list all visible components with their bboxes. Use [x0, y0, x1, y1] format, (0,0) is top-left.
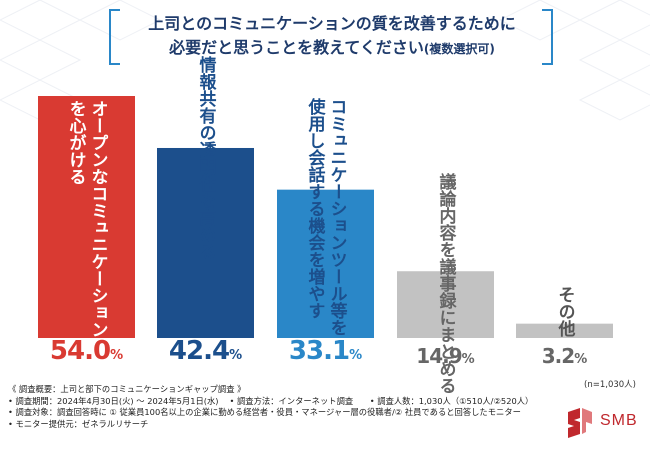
- title-bracket-right: [542, 9, 553, 65]
- value-unit-3: %: [349, 348, 363, 363]
- bar-2: [157, 147, 254, 338]
- chart-title: 上司とのコミュニケーションの質を改善するために 必要だと思うことを教えてください…: [112, 6, 552, 66]
- bar-label-3-col-1: コミュニケーションツール等を: [326, 97, 347, 336]
- value-label-4: 14.9%: [416, 344, 474, 368]
- bar-label-3: コミュニケーションツール等を 使用し会話する機会を増やす: [304, 98, 348, 336]
- bar-4: [397, 271, 494, 338]
- bar-label-4: 議論内容を議事録にまとめる: [435, 173, 457, 394]
- bar-5: [516, 323, 613, 338]
- survey-footer: 《 調査概要：上司と部下のコミュニケーションギャップ調査 》 • 調査期間：20…: [8, 384, 533, 431]
- bar-label-3-col-2: 使用し会話する機会を増やす: [304, 97, 325, 319]
- bar-label-4-col-1: 議論内容を議事録にまとめる: [435, 173, 456, 395]
- value-number-4: 14.9: [416, 344, 462, 368]
- value-number-2: 42.4: [168, 336, 230, 366]
- title-bracket-left: [109, 9, 120, 65]
- value-number-5: 3.2: [541, 344, 575, 368]
- logo-text: SMB: [600, 412, 638, 429]
- value-unit-1: %: [110, 348, 124, 363]
- value-unit-2: %: [229, 348, 243, 363]
- value-unit-4: %: [461, 352, 475, 367]
- bar-label-2: 情報共有の透明性を高める: [195, 56, 217, 260]
- value-label-2: 42.4%: [169, 336, 242, 366]
- bar-label-5: その他: [554, 286, 576, 337]
- value-number-1: 54.0: [49, 336, 111, 366]
- footer-line-3: • 調査対象：調査回答時に ① 従業員100名以上の企業に勤める経営者・役員・マ…: [8, 407, 521, 418]
- bar-label-2-col-1: 情報共有の透明性を高める: [195, 55, 216, 260]
- footer-line-2: • 調査期間：2024年4月30日(火) ～ 2024年5月1日(水) • 調査…: [8, 395, 534, 406]
- footer-line-4: • モニター提供元：ゼネラルリサーチ: [8, 419, 149, 430]
- bar-label-1-col-1: オープンなコミュニケーション: [87, 100, 108, 338]
- smb-logo-icon: [568, 408, 592, 438]
- sample-size-note: (n=1,030人): [584, 380, 636, 390]
- value-number-3: 33.1: [288, 336, 350, 366]
- bar-1: [38, 96, 135, 338]
- value-label-3: 33.1%: [289, 336, 362, 366]
- title-line-2: 必要だと思うことを教えてください(複数選択可): [112, 36, 552, 61]
- title-line-2-main: 必要だと思うことを教えてください: [169, 38, 424, 57]
- value-unit-5: %: [574, 352, 588, 367]
- bar-3: [277, 189, 374, 338]
- value-label-5: 3.2%: [542, 344, 587, 368]
- bar-label-5-col-1: その他: [554, 285, 575, 337]
- title-line-1: 上司とのコミュニケーションの質を改善するために: [148, 14, 516, 33]
- bar-label-1-col-2: を心がける: [65, 100, 86, 185]
- title-line-2-suffix: (複数選択可): [423, 42, 495, 56]
- footer-line-1: 《 調査概要：上司と部下のコミュニケーションギャップ調査 》: [8, 384, 246, 394]
- bar-label-1: オープンなコミュニケーション を心がける: [65, 100, 109, 338]
- value-label-1: 54.0%: [50, 336, 123, 366]
